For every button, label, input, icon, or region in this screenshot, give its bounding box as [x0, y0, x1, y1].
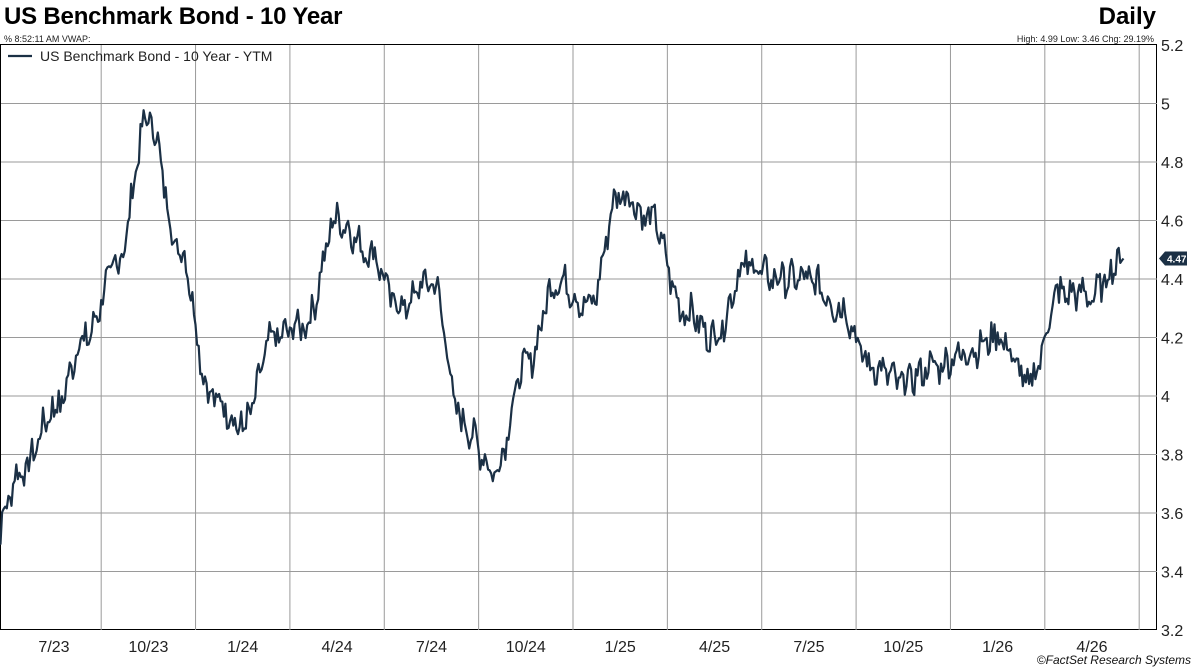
y-axis: 3.2 3.4 3.6 3.8 4 4.2 4.4 4.6 4.8 5 5.2 — [1161, 38, 1183, 640]
x-tick-label: 10/25 — [883, 639, 923, 656]
y-tick-label: 5.2 — [1161, 38, 1183, 55]
x-tick-label: 10/24 — [506, 639, 546, 656]
last-value-marker — [1159, 251, 1187, 266]
gridlines — [1, 45, 1157, 630]
y-tick-label: 4.6 — [1161, 214, 1183, 231]
frequency-label: Daily — [1098, 3, 1156, 30]
x-tick-label: 1/26 — [982, 639, 1013, 656]
y-tick-label: 3.8 — [1161, 448, 1183, 465]
chart-title: US Benchmark Bond - 10 Year — [4, 3, 343, 30]
x-tick-label: 4/25 — [699, 639, 730, 656]
x-axis: 7/23 10/23 1/24 4/24 7/24 10/24 1/25 4/25 7/25 10… — [38, 639, 1107, 656]
series-line — [0, 109, 1125, 545]
y-tick-label: 3.6 — [1161, 506, 1183, 523]
x-tick-label: 1/24 — [227, 639, 258, 656]
time-vwap-info: % 8:52:11 AM VWAP: — [4, 34, 91, 44]
x-tick-label: 10/23 — [128, 639, 168, 656]
y-tick-label: 4.4 — [1161, 272, 1183, 289]
x-tick-label: 1/25 — [605, 639, 636, 656]
y-tick-label: 4.8 — [1161, 155, 1183, 172]
y-tick-label: 4.2 — [1161, 331, 1183, 348]
x-tick-label: 4/24 — [322, 639, 353, 656]
y-tick-label: 4 — [1161, 389, 1170, 406]
high-low-change-stats: High: 4.99 Low: 3.46 Chg: 29.19% — [1016, 34, 1154, 44]
y-tick-label: 3.4 — [1161, 565, 1183, 582]
x-tick-label: 7/25 — [793, 639, 824, 656]
series-layer — [0, 109, 1125, 545]
legend: US Benchmark Bond - 10 Year - YTM — [8, 48, 272, 64]
source-credit: ©FactSet Research Systems — [1036, 653, 1191, 667]
y-tick-label: 3.2 — [1161, 623, 1183, 640]
x-tick-label: 7/24 — [416, 639, 447, 656]
x-tick-label: 4/26 — [1076, 639, 1107, 656]
x-tick-label: 7/23 — [38, 639, 69, 656]
y-tick-label: 5 — [1161, 97, 1170, 114]
last-value-badge: 4.47 — [1159, 251, 1187, 266]
last-value-label: 4.47 — [1167, 255, 1187, 266]
legend-label: US Benchmark Bond - 10 Year - YTM — [40, 48, 272, 64]
